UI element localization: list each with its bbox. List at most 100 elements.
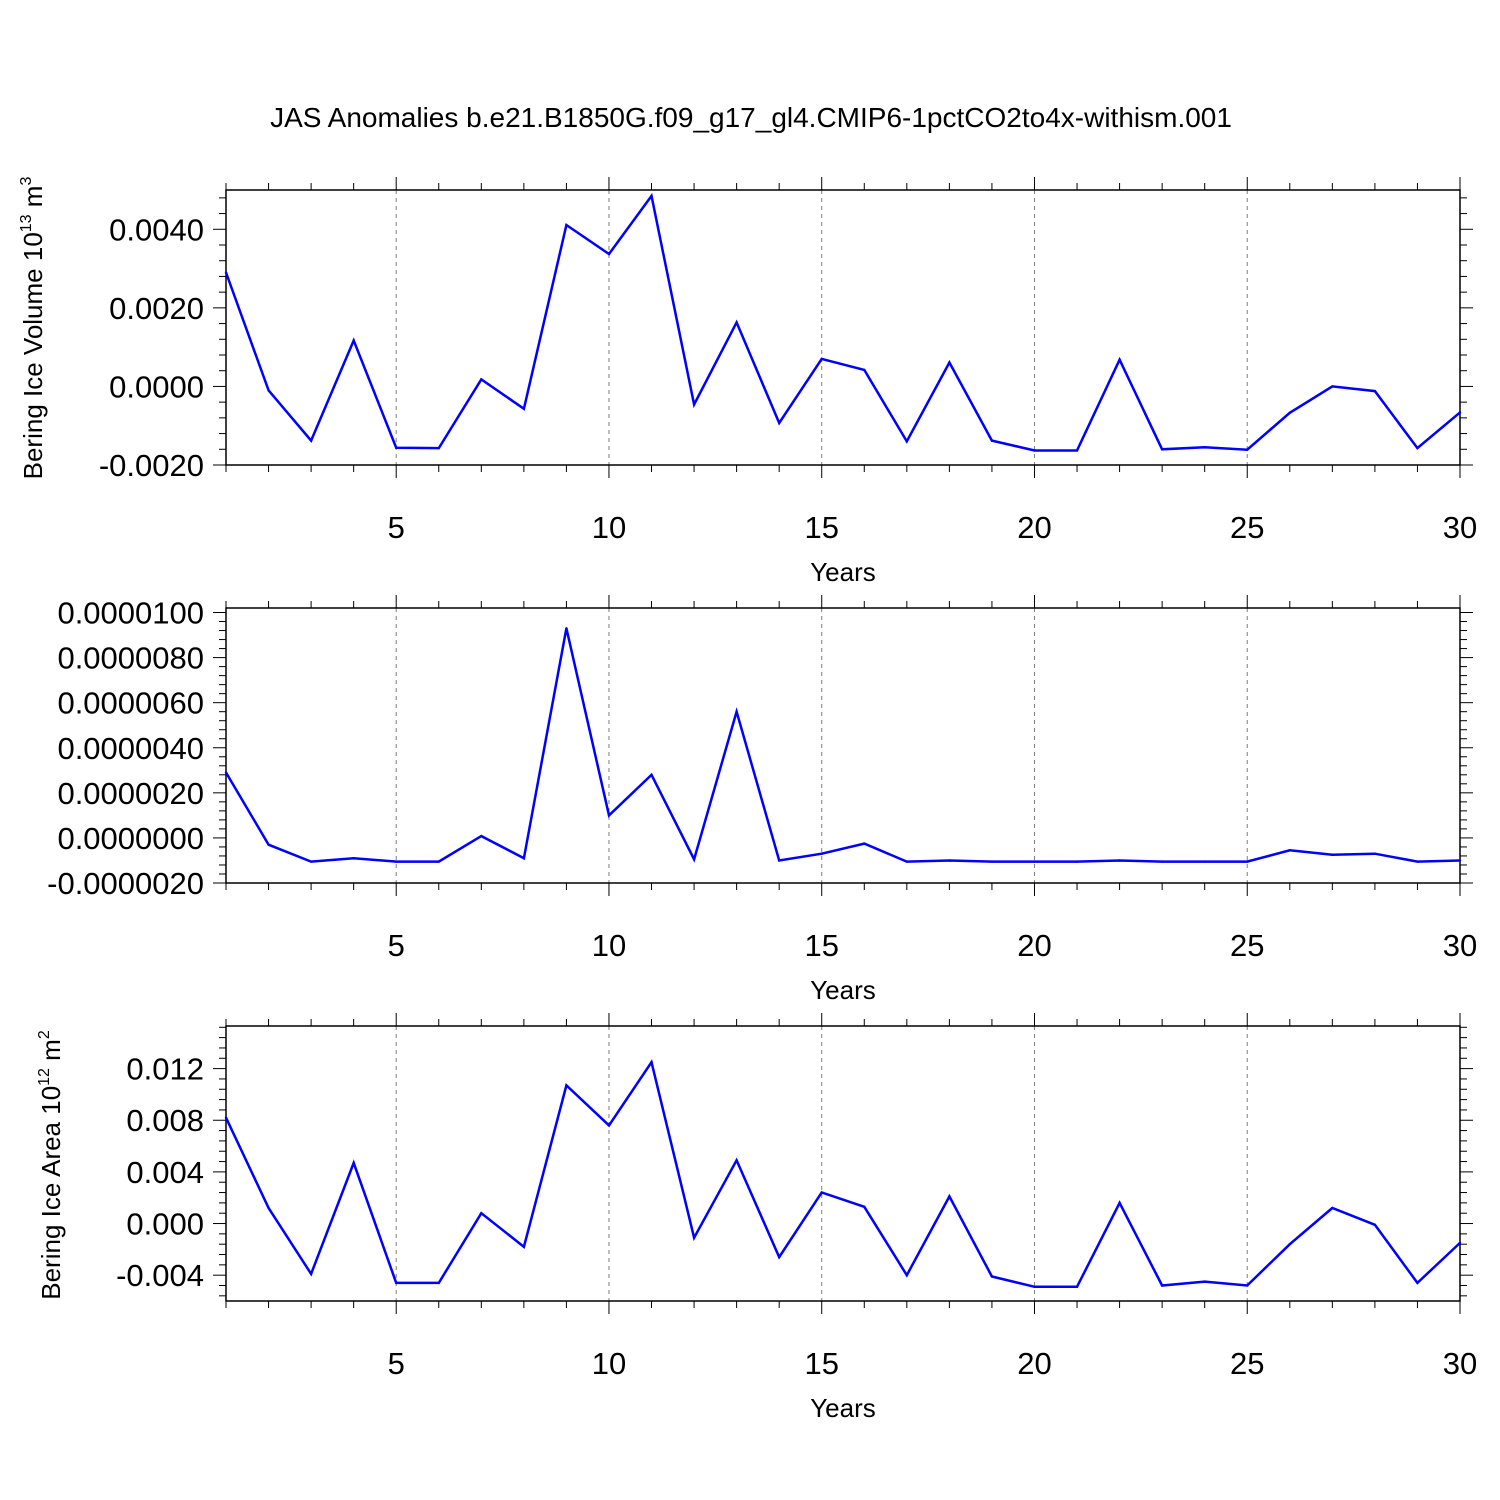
data-point (735, 1159, 738, 1162)
data-point (352, 1161, 355, 1165)
panel-1: 5 10 15 20 25 30 -0.0020 0.0000 0.0020 0.0040 Year… (18, 177, 1477, 587)
data-point (1416, 860, 1419, 863)
data-point (692, 1236, 696, 1239)
y-tick-label: 0.0000020 (57, 776, 204, 811)
data-point (522, 1245, 526, 1248)
data-point (1033, 449, 1036, 452)
data-point (905, 1273, 909, 1277)
x-tick-label: 20 (1017, 510, 1051, 545)
y-tick-label: 0.0000040 (57, 731, 204, 766)
data-point (990, 1275, 994, 1278)
data-point (480, 834, 483, 838)
y-tick-label: -0.0000020 (47, 866, 204, 901)
data-point (309, 860, 313, 863)
data-point (267, 843, 270, 846)
data-point (1416, 446, 1419, 450)
x-tick-label: 30 (1443, 928, 1477, 963)
data-point (480, 1212, 483, 1215)
data-point (522, 857, 526, 860)
data-point (1288, 1242, 1291, 1246)
data-point (1246, 1284, 1249, 1287)
data-point (863, 842, 866, 845)
data-point (1203, 446, 1206, 449)
data-point (905, 440, 909, 443)
data-point (820, 852, 823, 855)
x-tick-label: 25 (1230, 1346, 1264, 1381)
data-point (1288, 411, 1291, 414)
plot-frame (225, 607, 1461, 884)
data-point (1118, 1201, 1121, 1205)
x-tick-label: 20 (1017, 1346, 1051, 1381)
x-tick-label: 15 (804, 928, 838, 963)
data-point (1075, 860, 1079, 863)
data-point (820, 357, 823, 361)
data-point (267, 1206, 270, 1210)
x-tick-label: 10 (592, 1346, 626, 1381)
plot-frame (225, 189, 1461, 466)
data-point (1416, 1281, 1419, 1285)
y-tick-label: 0.0000100 (57, 596, 204, 631)
x-axis-label: Years (810, 975, 876, 1005)
data-point (1075, 449, 1079, 452)
data-point (1160, 448, 1164, 451)
data-point (480, 378, 483, 381)
data-point (309, 439, 313, 442)
data-point (1033, 860, 1036, 863)
y-tick-label: 0.0000080 (57, 641, 204, 676)
x-tick-label: 10 (592, 928, 626, 963)
series-line (224, 192, 1461, 452)
data-point (650, 194, 653, 198)
plot-frame (225, 1025, 1461, 1302)
data-point (863, 1205, 866, 1208)
data-point (607, 1124, 611, 1127)
y-tick-label: 0.008 (126, 1103, 204, 1138)
x-tick-label: 30 (1443, 510, 1477, 545)
data-point (1458, 859, 1462, 862)
data-point (224, 1116, 228, 1119)
data-point (692, 858, 696, 861)
data-point (352, 339, 355, 342)
data-point (309, 1272, 313, 1276)
data-point (437, 1281, 440, 1285)
y-tick-label: -0.004 (116, 1258, 204, 1293)
x-tick-label: 15 (804, 510, 838, 545)
data-point (905, 860, 909, 863)
y-tick-label: 0.004 (126, 1155, 204, 1190)
data-point (224, 271, 228, 274)
data-point (735, 321, 738, 324)
data-point (1288, 849, 1291, 852)
chart-title: JAS Anomalies b.e21.B1850G.f09_g17_gl4.C… (270, 102, 1232, 133)
x-tick-label: 20 (1017, 928, 1051, 963)
data-point (1331, 1206, 1334, 1210)
series-line (224, 628, 1461, 863)
data-point (1458, 411, 1462, 414)
data-point (1033, 1285, 1036, 1288)
data-point (1160, 860, 1164, 863)
x-tick-label: 15 (804, 1346, 838, 1381)
data-point (692, 403, 696, 406)
data-point (820, 1191, 823, 1194)
data-point (352, 857, 355, 860)
y-tick-label: 0.012 (126, 1052, 204, 1087)
x-tick-label: 25 (1230, 928, 1264, 963)
y-tick-label: -0.0020 (99, 448, 204, 483)
data-point (777, 1255, 781, 1259)
data-point (1458, 1241, 1462, 1245)
data-point (777, 421, 781, 425)
data-point (1373, 852, 1377, 855)
data-point (607, 252, 611, 256)
x-axis-label: Years (810, 557, 876, 587)
data-point (437, 860, 440, 863)
data-point (948, 361, 951, 364)
data-point (1160, 1284, 1164, 1287)
data-point (1075, 1285, 1079, 1288)
data-point (1246, 860, 1249, 863)
data-point (948, 1195, 951, 1198)
data-point (650, 773, 653, 777)
data-point (650, 1060, 653, 1064)
series-line (224, 1059, 1461, 1289)
data-point (863, 368, 866, 372)
data-point (565, 223, 568, 227)
y-tick-label: 0.000 (126, 1207, 204, 1242)
